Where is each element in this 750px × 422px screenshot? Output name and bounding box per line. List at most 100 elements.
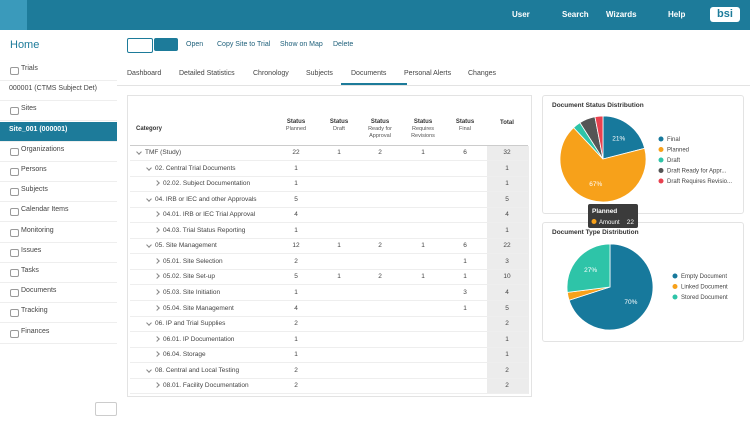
- sidebar-item[interactable]: Tracking: [21, 307, 48, 315]
- sidebar-item[interactable]: Monitoring: [21, 226, 54, 234]
- tab[interactable]: Dashboard: [127, 70, 162, 77]
- sidebar: [0, 30, 118, 422]
- sidebar-item[interactable]: Persons: [21, 166, 47, 173]
- row-divider: [130, 191, 528, 193]
- tooltip-value: 22: [627, 219, 635, 226]
- row-label: 08.01. Facility Documentation: [163, 382, 249, 390]
- tab[interactable]: Changes: [468, 70, 497, 77]
- cell: 2: [505, 382, 509, 390]
- row-label: TMF (Study): [145, 149, 182, 156]
- sidebar-item[interactable]: Subjects: [21, 186, 48, 194]
- legend-label: Draft: [667, 158, 680, 164]
- tooltip-title: Planned: [592, 208, 617, 215]
- cell: 22: [503, 242, 511, 250]
- cell: 10: [503, 273, 511, 281]
- cell: 3: [505, 257, 509, 265]
- tab[interactable]: Chronology: [253, 70, 289, 77]
- sidebar-icon: [10, 168, 19, 176]
- tab[interactable]: Subjects: [306, 70, 333, 77]
- row-label: 04. IRB or IEC and other Approvals: [155, 195, 257, 203]
- row-label: 02. Central Trial Documents: [155, 164, 236, 172]
- tab[interactable]: Detailed Statistics: [179, 70, 235, 77]
- cell: 32: [503, 149, 511, 156]
- sidebar-divider: [0, 140, 117, 142]
- toolbar-action[interactable]: Show on Map: [280, 41, 323, 48]
- cell: 1: [463, 273, 467, 281]
- collapse-button[interactable]: [95, 402, 117, 416]
- legend-swatch: [672, 273, 678, 279]
- tooltip-label: Amount: [599, 220, 620, 226]
- cell: 4: [505, 288, 509, 296]
- nav-item[interactable]: Search: [562, 10, 589, 19]
- row-divider: [130, 346, 528, 348]
- pie-slice: [559, 127, 647, 203]
- toolbar-action[interactable]: Open: [186, 41, 204, 48]
- sidebar-item[interactable]: Tasks: [21, 267, 39, 274]
- sidebar-item[interactable]: Organizations: [21, 145, 65, 153]
- cell: 1: [505, 351, 509, 359]
- sidebar-item[interactable]: Site_001 (000001): [9, 125, 68, 133]
- sidebar-divider: [0, 302, 117, 304]
- cell: 2: [294, 382, 298, 390]
- sidebar-item[interactable]: Calendar Items: [21, 206, 69, 214]
- sidebar-item[interactable]: 000001 (CTMS Subject Det): [9, 85, 97, 93]
- logo[interactable]: bsi: [710, 7, 740, 22]
- home-button[interactable]: [0, 0, 27, 30]
- sidebar-divider: [0, 241, 117, 243]
- column-subheader: Draft: [333, 126, 345, 132]
- cell: 2: [294, 257, 298, 265]
- sidebar-title[interactable]: Home: [10, 39, 40, 51]
- cell: 1: [505, 180, 509, 188]
- cell: 1: [463, 304, 467, 312]
- pie-slice: [602, 115, 646, 160]
- sidebar-item[interactable]: Issues: [21, 246, 42, 254]
- toolbar-action[interactable]: Copy Site to Trial: [217, 41, 271, 48]
- column-header: Status: [329, 119, 349, 125]
- tab[interactable]: Documents: [351, 70, 387, 77]
- chart-title: Document Status Distribution: [552, 102, 644, 109]
- row-label: 06.04. Storage: [163, 351, 206, 359]
- cell: 6: [463, 149, 467, 156]
- row-divider: [130, 393, 528, 395]
- sidebar-icon: [10, 329, 19, 338]
- nav-item[interactable]: Wizards: [606, 10, 637, 19]
- toolbar-action[interactable]: Delete: [333, 41, 354, 48]
- sidebar-item[interactable]: Finances: [21, 327, 50, 335]
- cell: 1: [421, 242, 425, 250]
- row-label: 02.02. Subject Documentation: [163, 180, 251, 188]
- sidebar-icon: [10, 67, 19, 75]
- cell: 1: [337, 242, 341, 250]
- pie-slice: [566, 243, 611, 293]
- row-label: 04.03. Trial Status Reporting: [163, 226, 246, 234]
- row-divider: [130, 377, 528, 379]
- row-divider: [130, 362, 528, 364]
- column-subheader: Requires Revisions: [411, 126, 435, 139]
- cell: 1: [463, 257, 467, 265]
- prev-button[interactable]: [127, 38, 153, 53]
- next-button[interactable]: [154, 38, 178, 51]
- tab[interactable]: Personal Alerts: [404, 70, 452, 77]
- sidebar-item[interactable]: Documents: [21, 287, 57, 295]
- column-subheader: Planned: [285, 126, 307, 132]
- nav-item[interactable]: User: [512, 10, 530, 19]
- sidebar-item[interactable]: Trials: [21, 65, 38, 72]
- cell: 1: [294, 351, 298, 359]
- row-label: 08. Central and Local Testing: [155, 366, 240, 374]
- nav-item[interactable]: Help: [668, 10, 686, 19]
- slice-label: 67%: [589, 181, 602, 188]
- cell: 1: [505, 226, 509, 234]
- row-label: 05.01. Site Selection: [163, 257, 223, 265]
- legend-label: Draft Requires Revisio...: [667, 179, 732, 185]
- cell: 1: [337, 149, 341, 156]
- column-subheader: Final: [459, 126, 471, 132]
- legend-swatch: [672, 294, 678, 300]
- row-label: 06.01. IP Documentation: [163, 335, 235, 343]
- cell: 4: [294, 211, 298, 219]
- row-divider: [130, 284, 528, 286]
- sidebar-item[interactable]: Sites: [21, 105, 37, 113]
- column-header: Status: [370, 119, 390, 125]
- row-divider: [130, 206, 528, 208]
- sidebar-icon: [10, 248, 19, 257]
- row-label: 05.03. Site Initiation: [163, 288, 221, 296]
- row-divider: [130, 253, 528, 255]
